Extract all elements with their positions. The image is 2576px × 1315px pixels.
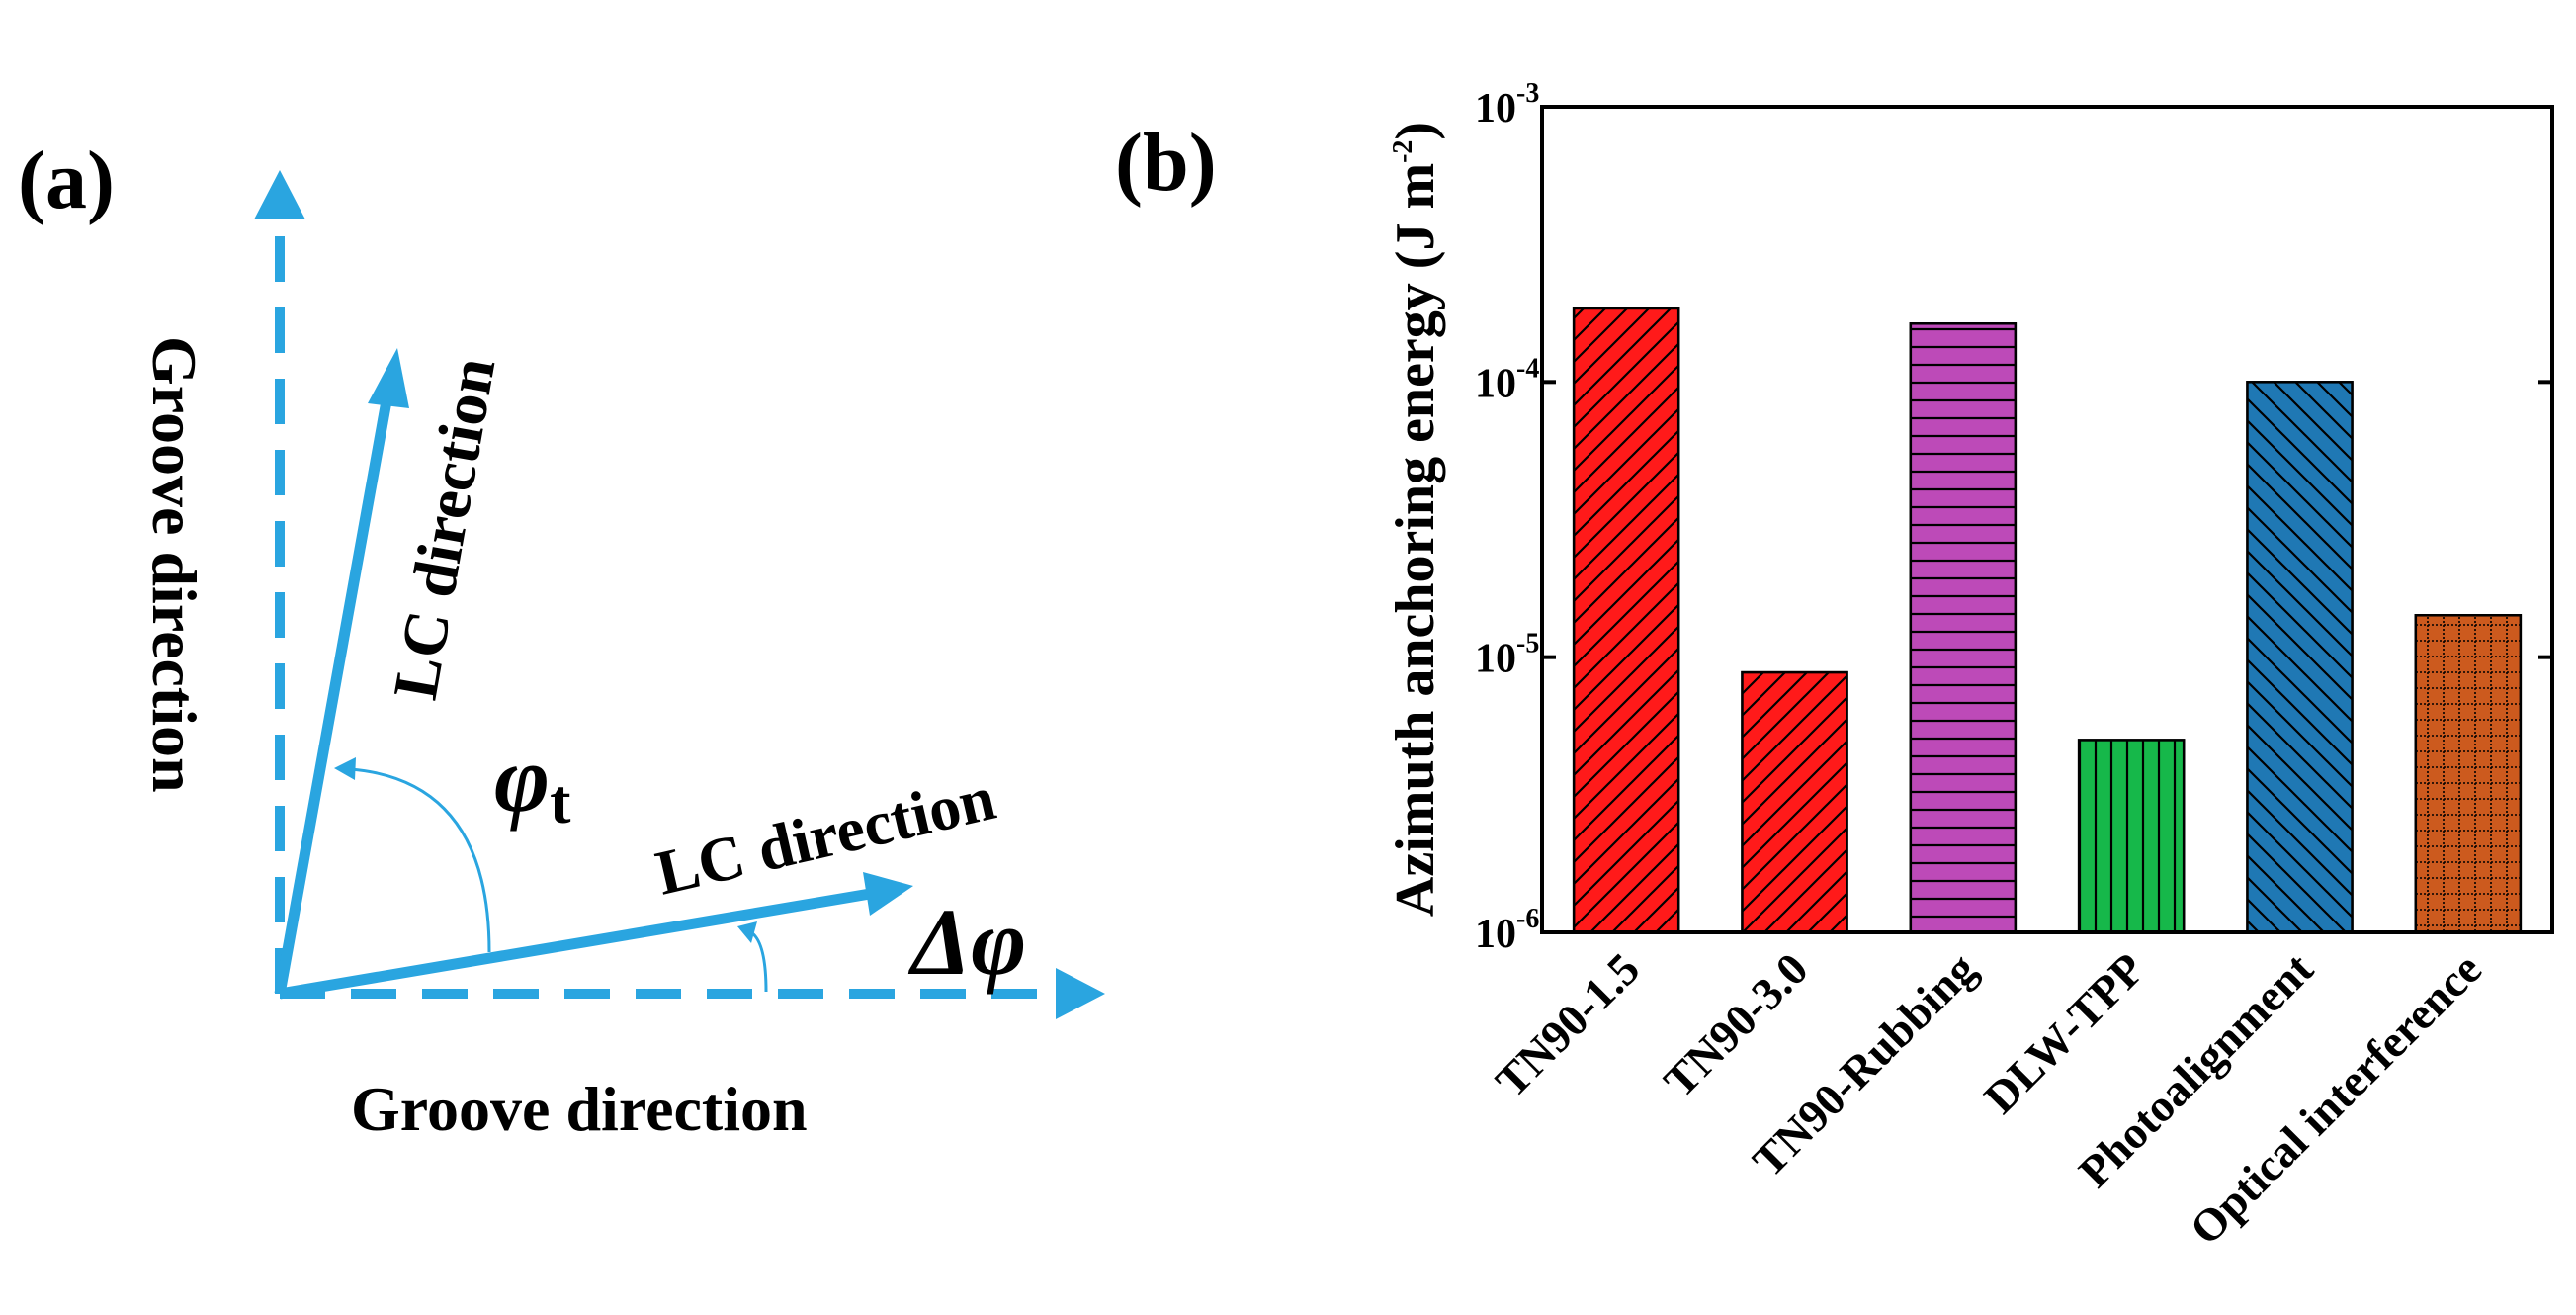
panel-b-label: (b): [1115, 117, 1217, 209]
lc-arrow-shallow: [279, 888, 871, 1000]
delta-phi-symbol: Δφ: [907, 889, 1026, 995]
y-tick-label: 10-5: [1475, 629, 1539, 682]
y-tick-label: 10-4: [1475, 353, 1539, 406]
x-category-label: DLW-TPP: [1974, 943, 2154, 1123]
groove-axis-vertical-arrowhead: [254, 170, 305, 219]
lc-label-shallow: LC direction: [649, 762, 1001, 909]
y-tick-label: 10-6: [1475, 904, 1539, 957]
phi-t-symbol: φt: [494, 726, 571, 836]
bars-group: [1572, 307, 2523, 934]
panel-b-chart: (b) 10-6 10-5 10-4 10-3 TN90-1.5 TN90-3.0TN9…: [1115, 78, 2554, 1255]
groove-label-horizontal: Groove direction: [351, 1074, 808, 1144]
delta-phi-arc-arrowhead: [737, 921, 757, 943]
phi-t-arc: [350, 767, 491, 953]
phi-t-arc-arrowhead: [334, 757, 356, 780]
lc-arrow-steep: [274, 394, 393, 995]
y-tick-label: 10-3: [1475, 78, 1539, 132]
x-axis-category-labels: TN90-1.5 TN90-3.0TN90-RubbingDLW-TPPPhoto…: [1486, 943, 2491, 1255]
y-axis-title: Azimuth anchoring energy (J m-2): [1385, 122, 1446, 917]
lc-arrow-steep-head: [368, 348, 409, 408]
lc-arrow-shallow-head: [863, 872, 913, 916]
panel-a-label: (a): [18, 134, 115, 226]
x-category-label: TN90-1.5: [1486, 943, 1649, 1106]
x-category-label: Optical interference: [2180, 943, 2491, 1255]
bar-pattern: [2246, 381, 2354, 934]
bar-pattern: [1572, 307, 1680, 934]
bar-pattern: [1909, 322, 2018, 934]
groove-axis-horizontal-arrowhead: [1056, 968, 1105, 1019]
y-axis-ticks: 10-6 10-5 10-4 10-3: [1475, 78, 2552, 957]
groove-label-vertical: Groove direction: [139, 336, 210, 793]
bar-pattern: [1741, 670, 1848, 934]
bar-pattern: [2077, 739, 2186, 934]
panel-a-diagram: (a) Groove direction Groove direction LC…: [18, 134, 1105, 1144]
x-category-label: TN90-3.0: [1654, 943, 1817, 1106]
plot-frame: [1540, 105, 2554, 934]
bar-pattern: [2414, 614, 2523, 934]
